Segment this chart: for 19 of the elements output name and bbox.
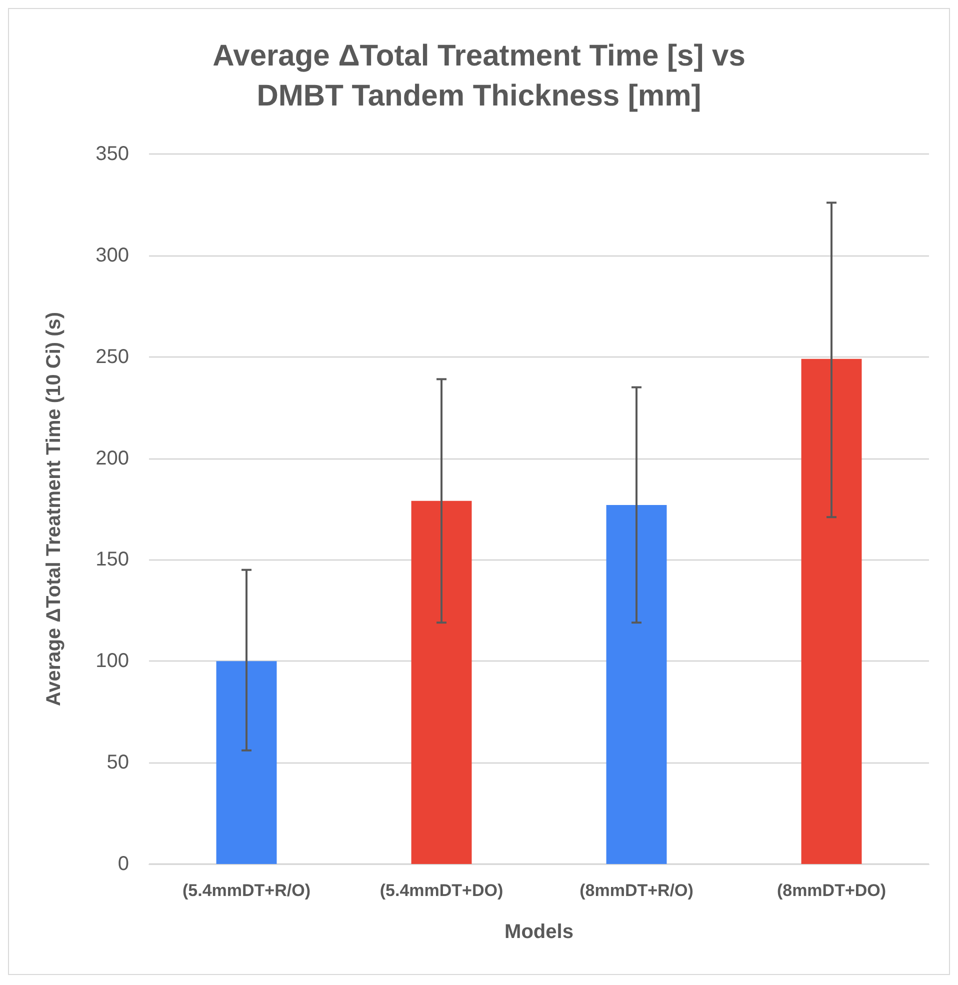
x-tick-label: (8mmDT+DO) <box>776 881 886 900</box>
bar <box>216 661 277 864</box>
y-tick-label: 350 <box>96 143 129 165</box>
x-tick-label: (8mmDT+R/O) <box>580 881 694 900</box>
x-tick-label: (5.4mmDT+R/O) <box>182 881 310 900</box>
x-axis-title: Models <box>504 921 574 943</box>
y-tick-label: 150 <box>96 548 129 571</box>
chart-title: Average ΔTotal Treatment Time [s] vs DMBT Tandem Thickness [mm] <box>212 40 746 112</box>
y-tick-label: 250 <box>96 346 129 368</box>
bar <box>606 504 667 864</box>
y-tick-label: 0 <box>118 853 129 875</box>
bar <box>801 358 862 864</box>
y-tick-label: 50 <box>106 752 129 774</box>
x-tick-label: (5.4mmDT+DO) <box>380 881 504 900</box>
y-tick-label: 300 <box>96 244 129 266</box>
y-axis-title: Average ΔTotal Treatment Time (10 Ci) (s) <box>43 312 65 706</box>
y-tick-label: 200 <box>96 447 129 470</box>
bar <box>411 500 472 864</box>
y-tick-label: 100 <box>96 650 129 672</box>
